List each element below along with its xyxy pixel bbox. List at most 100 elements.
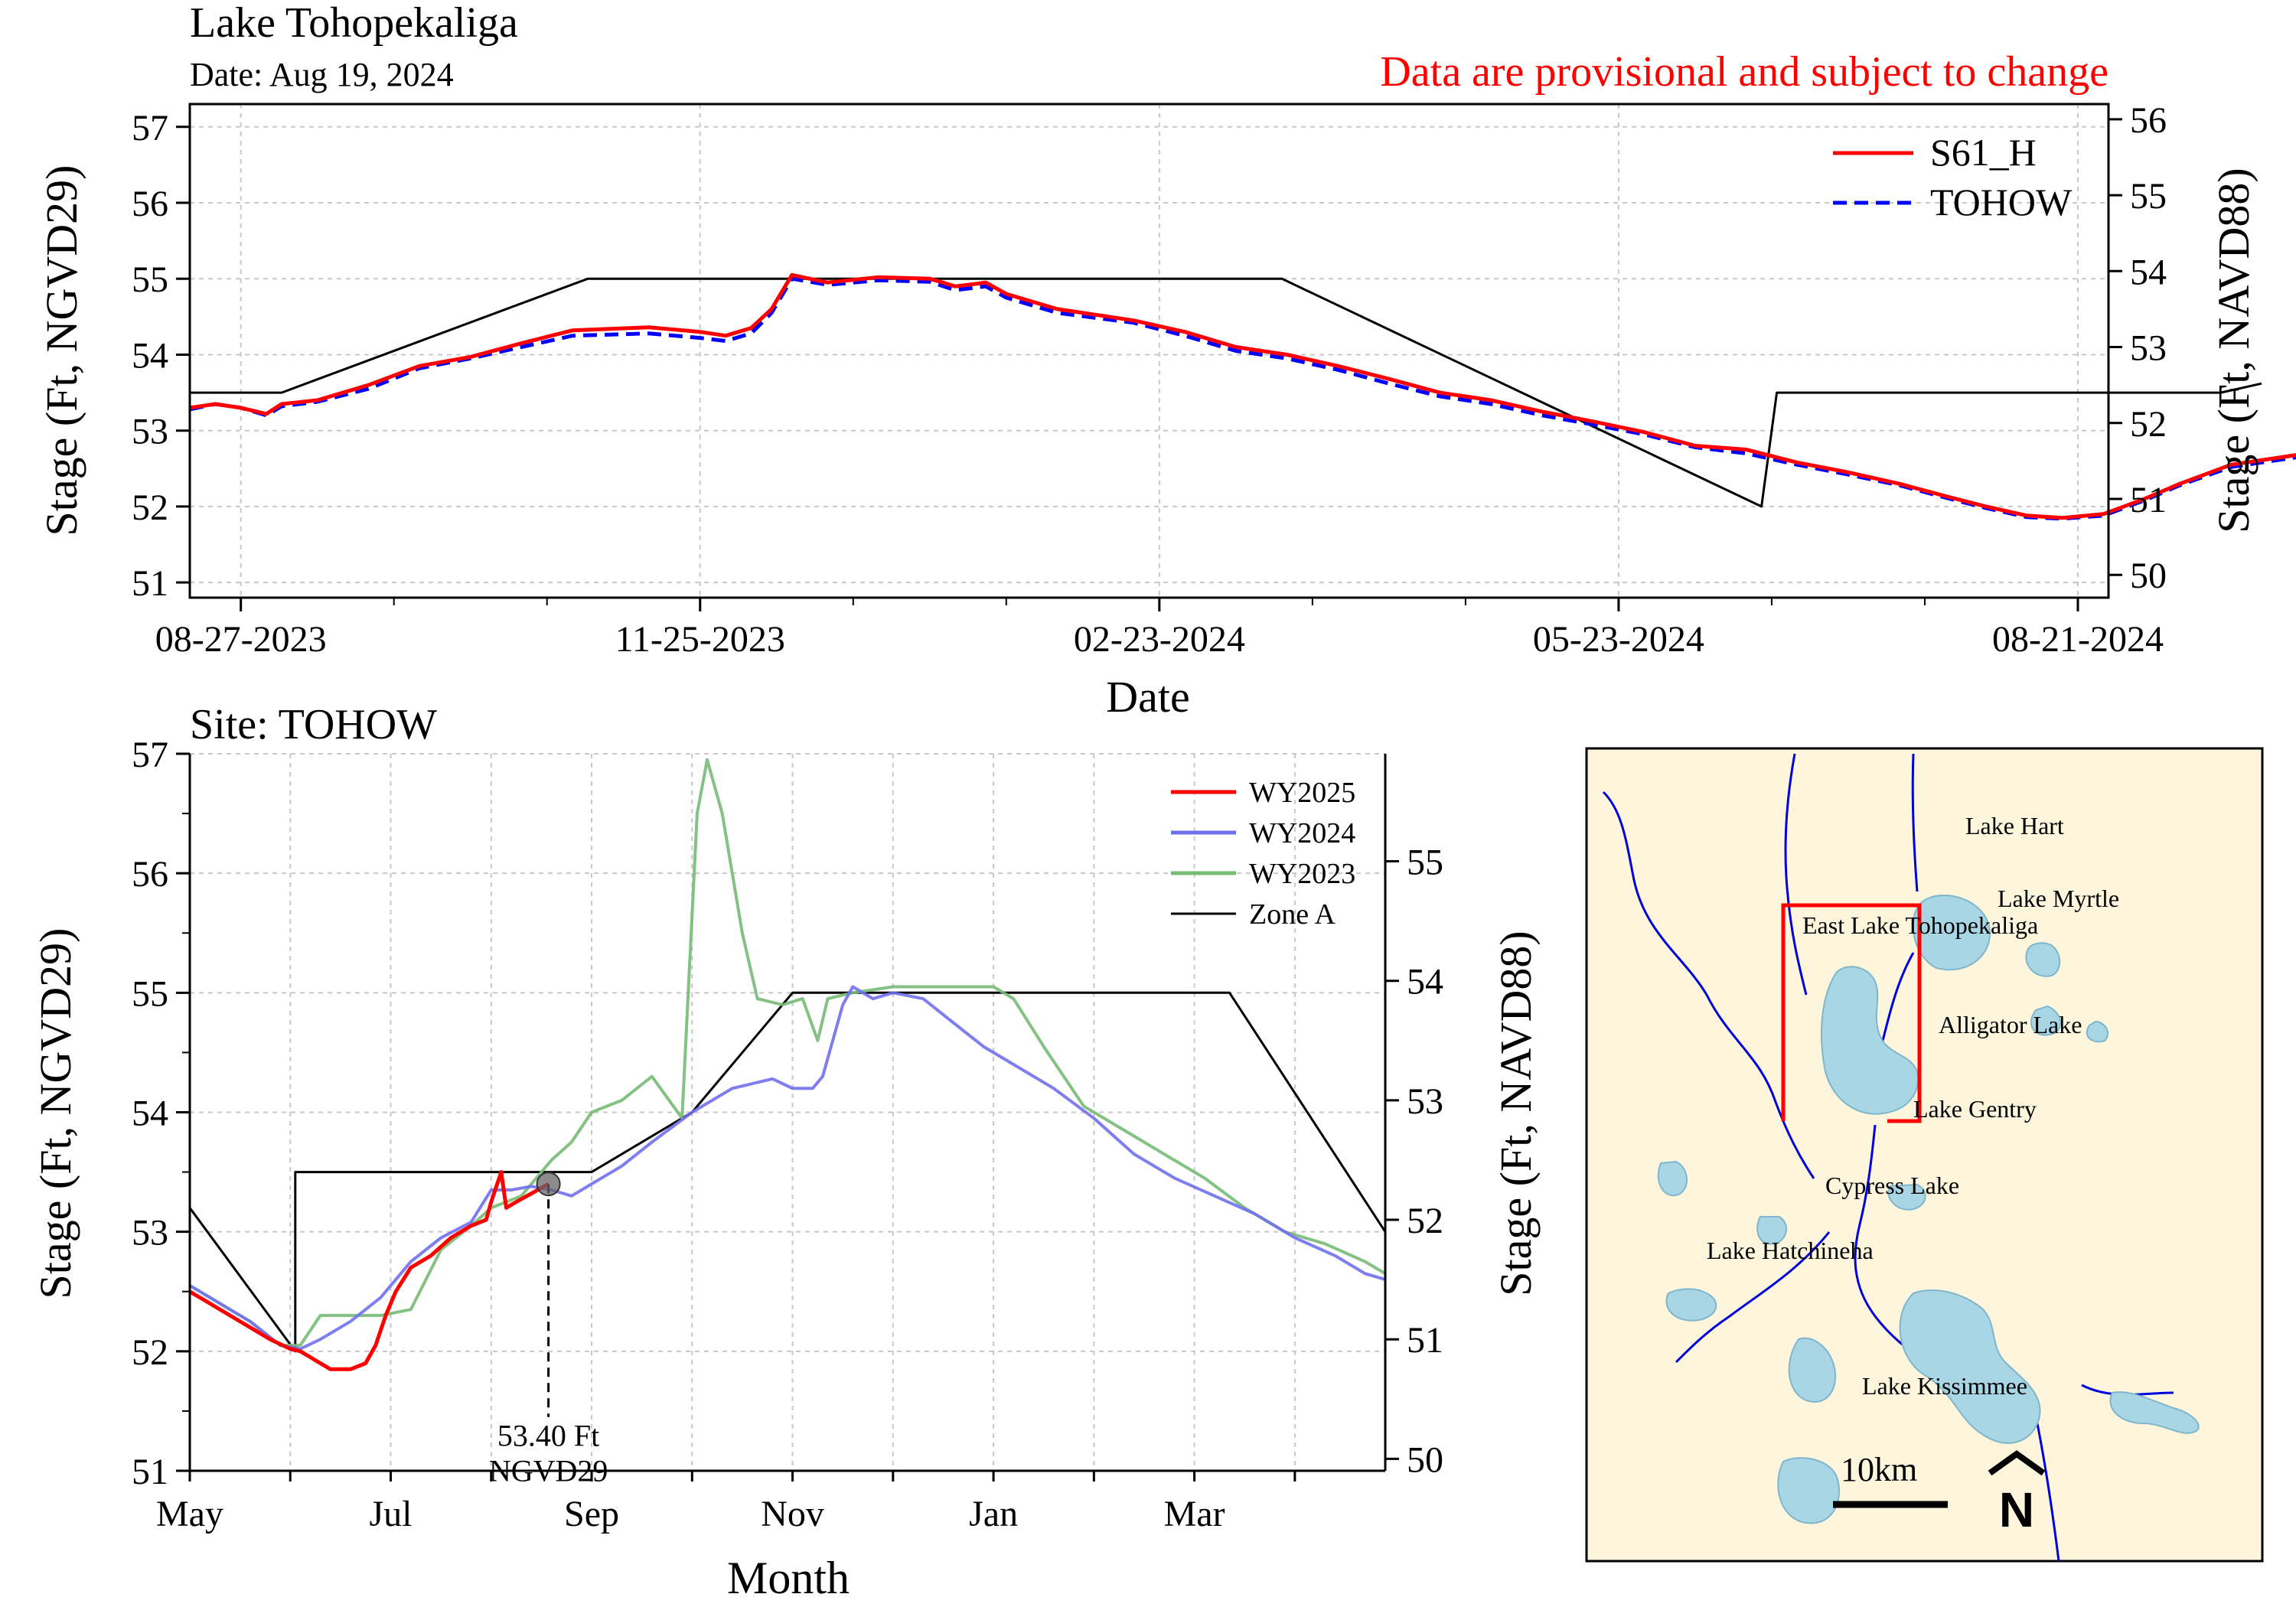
top-series-reference [190, 277, 2262, 508]
lake-cypress-shape [1887, 1183, 1926, 1211]
lake-east-shape [2109, 1391, 2200, 1434]
map-scale-bar: 10km [1833, 1451, 1948, 1508]
top-y-right-tick-label: 54 [2130, 252, 2167, 292]
bottom-x-tick-label: Sep [564, 1494, 619, 1534]
top-series-tohow [189, 276, 2296, 521]
map-label-lake-hart: Lake Hart [1965, 812, 2064, 839]
top-x-tick-label: 08-21-2024 [1992, 619, 2164, 660]
scale-bar-label: 10km [1841, 1451, 1917, 1488]
top-y-left-tick-label: 52 [132, 487, 168, 528]
top-y-right-tick-label: 51 [2130, 480, 2167, 520]
top-chart-grid [190, 104, 2108, 598]
map-highlight-box [1781, 903, 1922, 1123]
legend-label-wy2025: WY2025 [1249, 777, 1355, 809]
north-arrow-chevron [1988, 1450, 2046, 1476]
current-stage-annotation: 53.40 Ft NGVD29 [489, 1172, 608, 1488]
bottom-chart-series [188, 758, 1387, 1371]
top-y-right-tick-label: 53 [2130, 328, 2167, 369]
river-hatchineha [1675, 1231, 1831, 1364]
legend-label-zone-a: Zone A [1249, 898, 1336, 931]
map-label-alligator-lake: Alligator Lake [1939, 1011, 2082, 1038]
bottom-y-left-tick-label: 51 [132, 1452, 168, 1492]
bottom-chart: Site: TOHOW May Jul Sep Nov Jan Mar 51 52 53 54 55… [31, 701, 1541, 1603]
legend-label-tohow: TOHOW [1930, 181, 2073, 223]
top-y-right-tick-label: 50 [2130, 556, 2167, 596]
lake-small-northwest [1657, 1160, 1688, 1197]
top-chart-series [189, 272, 2296, 521]
lake-alligator-shape [2030, 1005, 2062, 1036]
top-x-tick-label: 05-23-2024 [1533, 619, 1704, 660]
date-label: Date: Aug 19, 2024 [190, 56, 454, 93]
map-background [1585, 747, 2264, 1563]
map-label-east-lake-toho: East Lake Tohopekaliga [1802, 911, 2038, 939]
annotation-value: 53.40 Ft [497, 1419, 599, 1453]
lake-small-west [1756, 1216, 1787, 1245]
lake-hatchineha-shape [1665, 1288, 1717, 1322]
top-y-right-tick-label: 56 [2130, 100, 2167, 141]
top-y-right-axis-label: Stage (Ft, NAVD88) [2209, 168, 2258, 533]
location-map: Lake Hart Lake Myrtle East Lake Tohopeka… [1585, 747, 2264, 1563]
top-y-right-tick-label: 55 [2130, 176, 2167, 217]
bottom-y-left-tick-label: 55 [132, 973, 168, 1014]
river-connector [1881, 952, 1915, 1041]
bottom-y-left-tick-label: 57 [132, 735, 168, 775]
top-y-left-tick-label: 51 [132, 563, 168, 604]
bottom-y-left-axis-label: Stage (Ft, NGVD29) [31, 928, 80, 1299]
lake-small-east [2086, 1020, 2109, 1043]
lake-west-kissimmee [1788, 1337, 1837, 1403]
lake-kissimmee-shape [1899, 1289, 2041, 1444]
bottom-y-left-tick-label: 56 [132, 854, 168, 895]
top-y-left-tick-label: 53 [132, 412, 168, 452]
figure-title: Lake Tohopekaliga [190, 0, 518, 47]
legend-label-wy2023: WY2023 [1249, 858, 1355, 890]
bottom-y-right-tick-label: 50 [1407, 1439, 1443, 1480]
bottom-y-left-tick-label: 52 [132, 1332, 168, 1373]
bottom-y-left-tick-label: 53 [132, 1213, 168, 1253]
top-x-axis-label: Date [1106, 672, 1190, 722]
north-arrow-label: N [1999, 1482, 2034, 1537]
map-label-lake-kissimmee: Lake Kissimmee [1862, 1372, 2027, 1400]
bottom-x-axis-label: Month [727, 1553, 850, 1603]
bottom-x-tick-label: Mar [1164, 1494, 1225, 1534]
top-y-right-tick-label: 52 [2130, 404, 2167, 445]
legend-label-s61-h: S61_H [1930, 131, 2037, 174]
top-chart: 08-27-2023 11-25-2023 02-23-2024 05-23-2024… [37, 100, 2296, 722]
bottom-x-tick-label: Nov [761, 1494, 824, 1534]
top-legend: S61_H TOHOW [1833, 131, 2073, 223]
top-y-left-tick-label: 55 [132, 259, 168, 300]
top-chart-frame [188, 103, 2110, 599]
provisional-note: Data are provisional and subject to chan… [1380, 48, 2108, 96]
top-chart-axes: 08-27-2023 11-25-2023 02-23-2024 05-23-2024… [132, 100, 2167, 660]
bottom-x-tick-label: May [156, 1494, 223, 1534]
bottom-series-wy2023 [188, 758, 1387, 1347]
map-label-lake-myrtle: Lake Myrtle [1998, 885, 2119, 912]
bottom-x-tick-label: Jan [969, 1494, 1018, 1534]
bottom-y-right-tick-label: 55 [1407, 843, 1443, 883]
river-kissimmee-outlet [2034, 1415, 2060, 1562]
top-y-left-tick-label: 54 [132, 335, 168, 376]
bottom-chart-grid [189, 753, 1385, 1472]
top-y-left-tick-label: 57 [132, 108, 168, 148]
map-lakes [1657, 894, 2200, 1524]
bottom-series-wy2024 [188, 985, 1386, 1351]
bottom-y-left-tick-label: 54 [132, 1094, 168, 1134]
bottom-chart-axes: May Jul Sep Nov Jan Mar 51 52 53 54 55 56 57 50 51 52 53… [132, 735, 1443, 1534]
top-y-left-axis-label: Stage (Ft, NGVD29) [37, 165, 86, 536]
bottom-legend: WY2025 WY2024 WY2023 Zone A [1171, 777, 1355, 931]
north-arrow-icon: N [1988, 1450, 2046, 1537]
lake-myrtle-shape [2025, 942, 2061, 977]
map-label-lake-gentry: Lake Gentry [1913, 1095, 2037, 1123]
river-hart [1911, 753, 1919, 892]
river-north [1784, 753, 1808, 996]
map-label-cypress-lake: Cypress Lake [1825, 1172, 1959, 1199]
top-y-left-tick-label: 56 [132, 184, 168, 224]
bottom-y-right-tick-label: 51 [1407, 1320, 1443, 1361]
bottom-y-right-tick-label: 52 [1407, 1201, 1443, 1241]
annotation-marker [536, 1172, 561, 1197]
map-labels: Lake Hart Lake Myrtle East Lake Tohopeka… [1707, 812, 2119, 1400]
bottom-y-right-tick-label: 53 [1407, 1081, 1443, 1122]
site-label: Site: TOHOW [190, 701, 437, 748]
bottom-y-right-axis-label: Stage (Ft, NAVD88) [1491, 931, 1541, 1296]
map-label-lake-hatchineha: Lake Hatchineha [1707, 1237, 1874, 1264]
